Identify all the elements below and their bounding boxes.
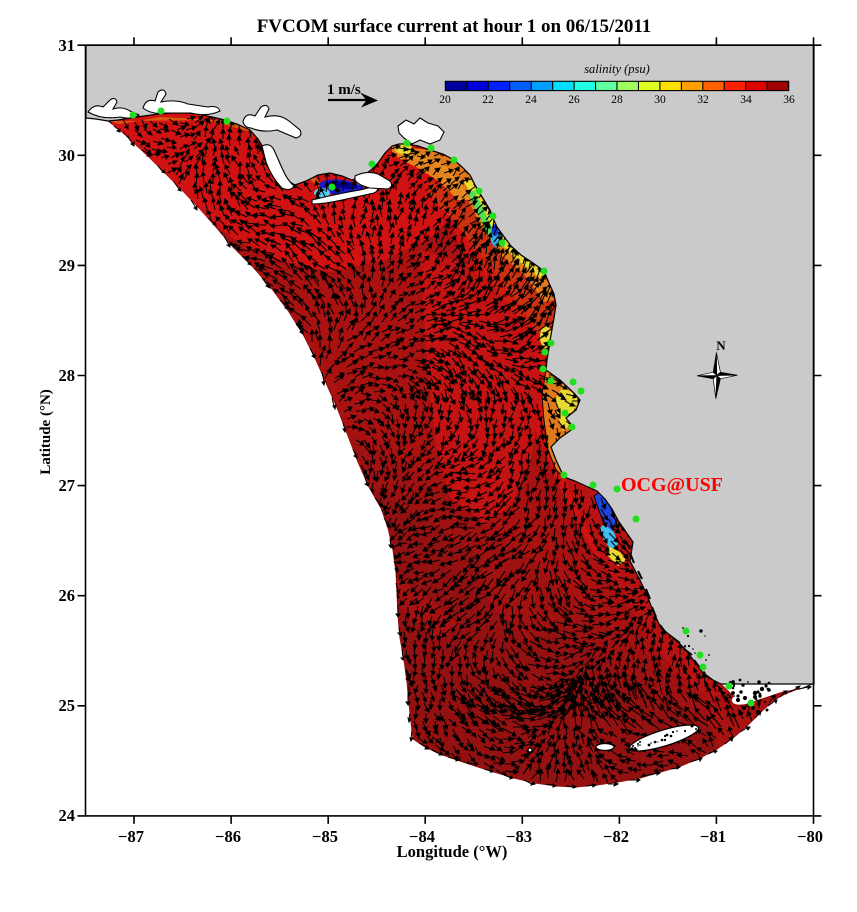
svg-text:−86: −86 — [215, 827, 241, 846]
svg-text:Latitude (°N): Latitude (°N) — [38, 389, 54, 475]
svg-text:Longitude (°W): Longitude (°W) — [397, 842, 508, 861]
svg-text:salinity (psu): salinity (psu) — [584, 62, 650, 76]
svg-text:N: N — [716, 338, 726, 353]
svg-text:−83: −83 — [506, 827, 532, 846]
svg-text:26: 26 — [59, 586, 76, 605]
svg-text:OCG@USF: OCG@USF — [621, 474, 723, 496]
svg-text:34: 34 — [740, 94, 752, 106]
svg-text:1 m/s: 1 m/s — [327, 82, 361, 98]
svg-text:FVCOM surface current at hour: FVCOM surface current at hour 1 on 06/15… — [257, 16, 652, 37]
svg-text:24: 24 — [525, 94, 537, 106]
svg-text:−84: −84 — [409, 827, 435, 846]
svg-text:26: 26 — [568, 94, 580, 106]
svg-text:31: 31 — [59, 36, 76, 55]
svg-text:28: 28 — [611, 94, 623, 106]
svg-text:30: 30 — [59, 146, 76, 165]
svg-text:22: 22 — [482, 94, 494, 106]
svg-text:−82: −82 — [603, 827, 629, 846]
svg-text:24: 24 — [59, 806, 76, 825]
svg-text:29: 29 — [59, 256, 76, 275]
svg-text:28: 28 — [59, 366, 76, 385]
svg-text:−81: −81 — [700, 827, 726, 846]
svg-text:36: 36 — [783, 94, 795, 106]
svg-text:30: 30 — [654, 94, 666, 106]
svg-text:25: 25 — [59, 696, 76, 715]
svg-text:−80: −80 — [797, 827, 823, 846]
svg-text:−85: −85 — [312, 827, 338, 846]
svg-text:27: 27 — [59, 476, 76, 495]
svg-text:32: 32 — [697, 94, 709, 106]
svg-text:20: 20 — [439, 94, 451, 106]
svg-text:−87: −87 — [118, 827, 144, 846]
